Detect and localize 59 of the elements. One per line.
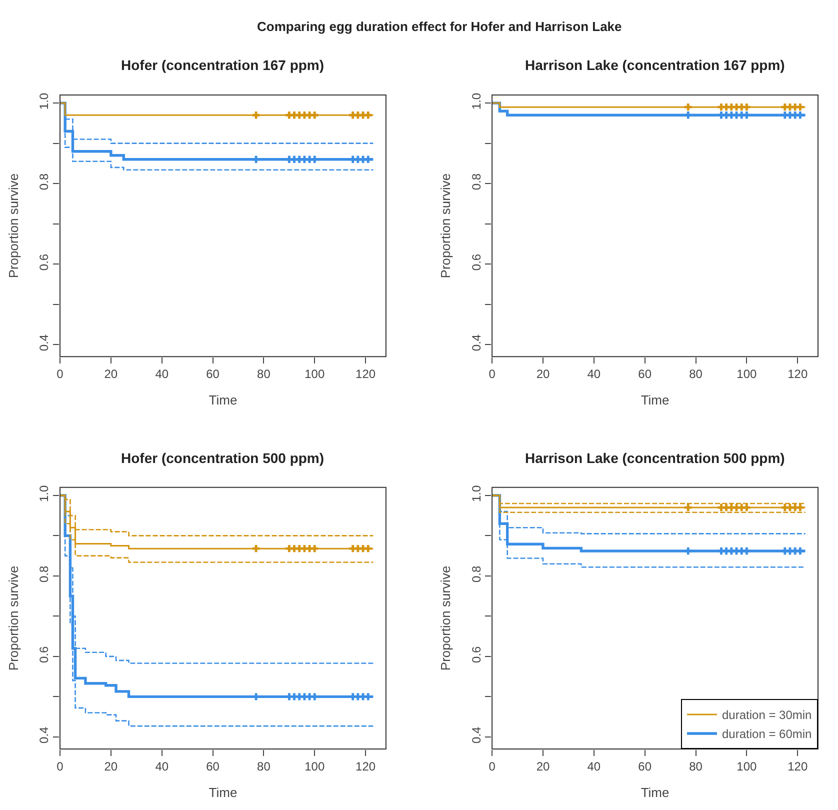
y-tick-label: 0.8: [469, 173, 484, 190]
x-tick-label: 80: [257, 367, 271, 381]
x-tick-label: 100: [736, 759, 758, 774]
legend-label: duration = 60min: [722, 727, 812, 742]
x-tick-label: 20: [536, 759, 550, 774]
x-tick-label: 0: [488, 759, 496, 774]
y-tick-label: 0.4: [37, 334, 52, 352]
x-tick-label: 60: [638, 759, 652, 774]
y-tick-label: 0.8: [37, 173, 52, 190]
x-tick-label: 100: [736, 367, 758, 381]
x-tick-label: 40: [155, 367, 169, 381]
y-tick-label: 0.4: [469, 334, 484, 352]
y-axis-title: Proportion survive: [438, 173, 454, 278]
chart-title: Hofer (concentration 167 ppm): [121, 57, 324, 73]
x-tick-label: 120: [788, 367, 808, 381]
y-tick-label: 1.0: [37, 92, 52, 110]
x-tick-label: 80: [689, 367, 703, 381]
legend-label: duration = 30min: [722, 708, 812, 722]
y-tick-label: 0.6: [469, 646, 484, 663]
y-tick-label: 0.6: [37, 254, 52, 271]
x-tick-label: 80: [689, 759, 703, 774]
x-tick-label: 120: [788, 759, 808, 774]
y-tick-label: 1.0: [469, 484, 484, 502]
y-tick-label: 0.6: [469, 254, 484, 271]
x-axis-title: Time: [640, 392, 670, 408]
y-axis-title: Proportion survive: [438, 566, 454, 671]
chart-title: Harrison Lake (concentration 500 ppm): [525, 450, 785, 466]
y-axis-title: Proportion survive: [6, 566, 22, 671]
x-tick-label: 80: [257, 759, 271, 774]
x-tick-label: 0: [56, 367, 64, 381]
x-tick-label: 0: [488, 367, 496, 381]
y-tick-label: 0.8: [469, 565, 484, 582]
x-axis-title: Time: [208, 392, 238, 408]
y-tick-label: 1.0: [469, 92, 484, 110]
y-tick-label: 0.4: [469, 726, 484, 744]
x-tick-label: 60: [206, 367, 220, 381]
y-axis-title: Proportion survive: [6, 173, 22, 278]
chart-title: Harrison Lake (concentration 167 ppm): [525, 57, 785, 73]
chart-title: Hofer (concentration 500 ppm): [121, 450, 324, 466]
x-tick-label: 40: [587, 759, 601, 774]
x-tick-label: 60: [638, 367, 652, 381]
x-tick-label: 20: [536, 367, 550, 381]
y-tick-label: 1.0: [37, 484, 52, 502]
x-tick-label: 20: [104, 759, 118, 774]
y-tick-label: 0.6: [37, 646, 52, 663]
y-tick-label: 0.4: [37, 726, 52, 744]
x-tick-label: 60: [206, 759, 220, 774]
x-tick-label: 40: [587, 367, 601, 381]
y-tick-label: 0.8: [37, 565, 52, 582]
x-tick-label: 40: [155, 759, 169, 774]
x-tick-label: 0: [56, 759, 64, 774]
text: Comparing egg duration effect for Hofer and Harrison Lake: [257, 19, 622, 34]
x-tick-label: 100: [304, 367, 325, 381]
x-tick-label: 100: [304, 759, 325, 774]
x-tick-label: 20: [104, 367, 118, 381]
x-axis-title: Time: [640, 785, 670, 800]
x-tick-label: 120: [356, 367, 376, 381]
x-tick-label: 120: [356, 759, 376, 774]
x-axis-title: Time: [208, 785, 238, 800]
